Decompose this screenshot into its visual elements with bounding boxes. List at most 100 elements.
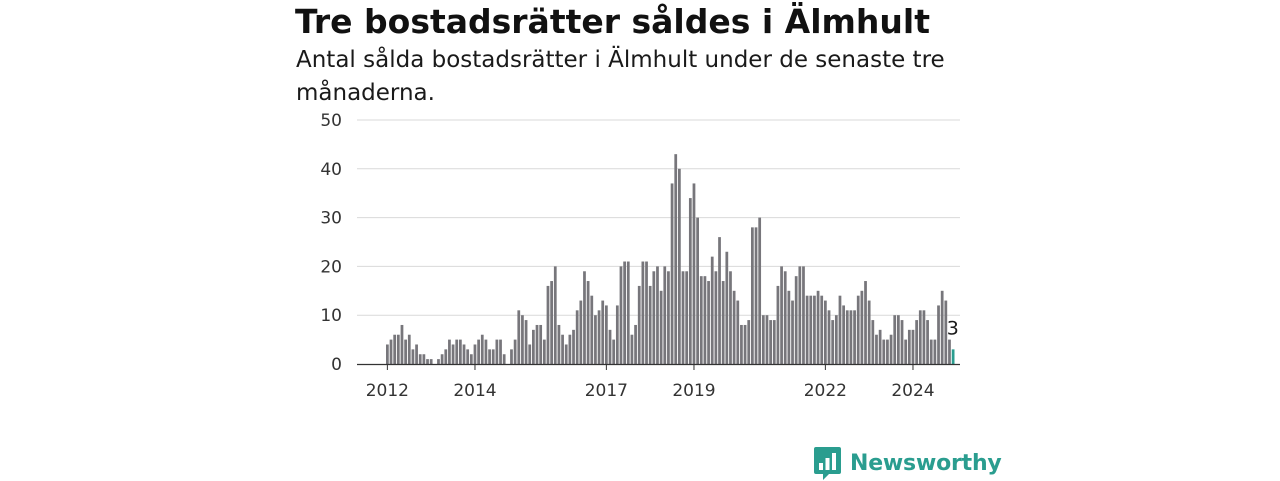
bar — [776, 285, 780, 364]
bar — [849, 310, 853, 364]
axes — [357, 363, 960, 370]
bar — [608, 329, 612, 364]
labels: 0 10 20 30 40 50 3 2012 2014 2017 2019 2022 2024 — [320, 111, 958, 401]
bar — [838, 295, 842, 364]
bar — [553, 266, 557, 364]
bar — [393, 334, 397, 364]
bar — [462, 344, 466, 364]
bar — [842, 305, 845, 364]
bars — [386, 154, 955, 364]
bar — [933, 339, 937, 364]
bar — [703, 276, 707, 364]
bar — [619, 266, 623, 364]
bar — [878, 329, 882, 364]
bar — [605, 305, 608, 364]
bar — [761, 315, 765, 364]
bar — [586, 281, 590, 364]
y-tick-label: 20 — [320, 257, 342, 277]
bar — [911, 329, 915, 364]
bar — [532, 329, 535, 364]
bar — [466, 349, 470, 364]
bar — [415, 344, 418, 364]
x-tick-label: 2022 — [804, 381, 847, 401]
bar — [491, 349, 495, 364]
bar — [740, 324, 743, 364]
bar — [948, 339, 951, 364]
bar — [448, 339, 451, 364]
bar — [418, 354, 422, 364]
bar — [725, 251, 729, 364]
y-tick-label: 40 — [320, 160, 342, 180]
bar — [528, 344, 532, 364]
bar — [813, 295, 816, 364]
bar — [685, 271, 689, 364]
bar — [583, 271, 586, 364]
bar — [809, 295, 813, 364]
bar — [637, 285, 641, 364]
bar — [473, 344, 477, 364]
bar — [510, 349, 513, 364]
bar — [641, 261, 645, 364]
bar — [937, 305, 940, 364]
bar — [783, 271, 787, 364]
bar — [736, 300, 740, 364]
bar — [451, 344, 455, 364]
bar — [929, 339, 933, 364]
bar — [499, 339, 502, 364]
bar — [871, 320, 875, 364]
bar — [907, 329, 911, 364]
bar — [678, 168, 681, 364]
brand-logo[interactable]: Newsworthy — [814, 445, 1002, 481]
chart-subtitle: Antal sålda bostadsrätter i Älmhult unde… — [296, 47, 945, 106]
bar — [542, 339, 546, 364]
x-tick-label: 2019 — [672, 381, 715, 401]
bar — [440, 354, 444, 364]
bar — [856, 295, 860, 364]
bar — [681, 271, 685, 364]
bar — [729, 271, 732, 364]
bar — [743, 324, 747, 364]
bar — [645, 261, 648, 364]
bar — [758, 217, 762, 364]
bar — [480, 334, 484, 364]
bar — [897, 315, 900, 364]
y-tick-label: 0 — [331, 355, 342, 375]
bar — [561, 334, 564, 364]
bar — [564, 344, 568, 364]
x-tick-label: 2014 — [453, 381, 496, 401]
bar — [951, 349, 955, 364]
bar — [721, 281, 725, 364]
bar — [791, 300, 794, 364]
bar — [688, 198, 692, 364]
bar — [594, 315, 597, 364]
bar — [656, 266, 659, 364]
bar — [900, 320, 904, 364]
bar — [575, 310, 579, 364]
bar — [539, 324, 543, 364]
bar — [714, 271, 718, 364]
bar — [718, 237, 721, 364]
bar — [615, 305, 619, 364]
bar — [422, 354, 426, 364]
bar — [444, 349, 448, 364]
bar — [488, 349, 491, 364]
bar — [944, 300, 948, 364]
bar — [904, 339, 908, 364]
y-tick-label: 30 — [320, 209, 342, 229]
bar — [597, 310, 601, 364]
bar — [831, 320, 835, 364]
bar — [568, 334, 572, 364]
bar — [772, 320, 776, 364]
bar — [860, 290, 864, 364]
latest-value-label: 3 — [947, 317, 959, 339]
bar — [601, 300, 605, 364]
bar — [699, 276, 703, 364]
bar — [787, 290, 791, 364]
bar — [670, 183, 674, 364]
x-tick-label: 2017 — [585, 381, 628, 401]
bar — [389, 339, 393, 364]
bar — [579, 300, 583, 364]
bar — [521, 315, 524, 364]
bar — [893, 315, 897, 364]
bar — [469, 354, 473, 364]
